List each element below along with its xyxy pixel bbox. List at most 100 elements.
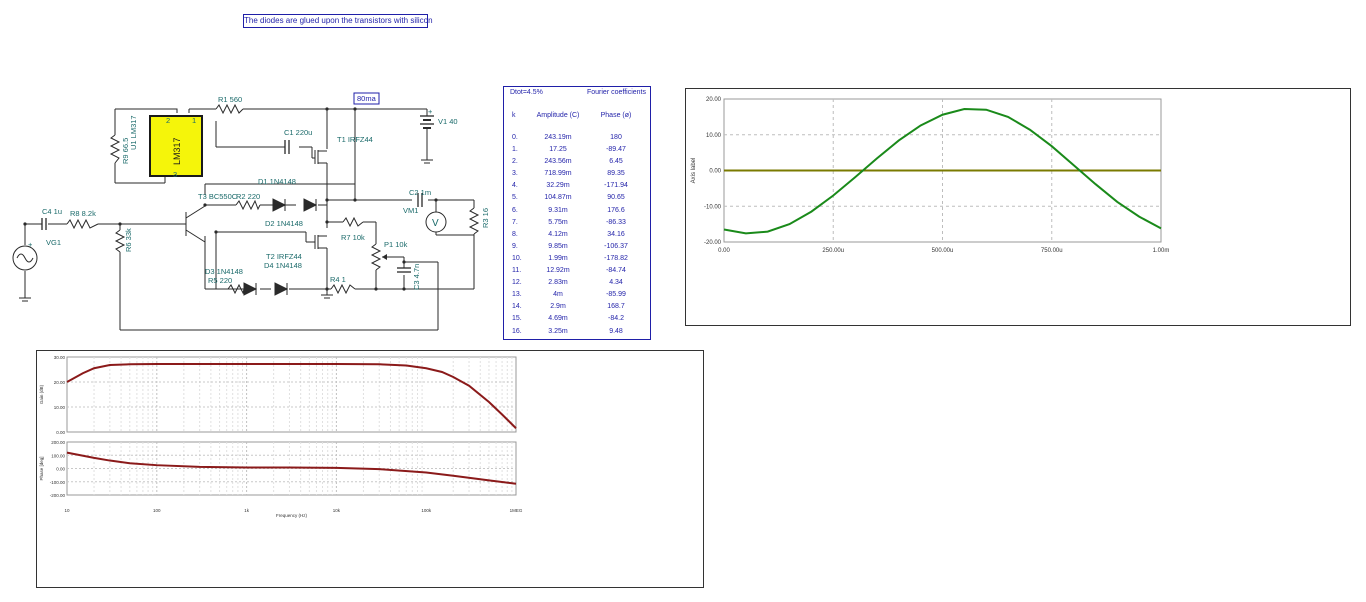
fourier-k: 8.	[512, 230, 518, 238]
label-c3: C3 4.7n	[412, 264, 421, 290]
gain-plot-area	[66, 356, 517, 433]
label-p1: P1 10k	[384, 240, 408, 249]
label-c2: C2 1m	[409, 188, 431, 197]
fourier-row: 8. 4.12m 34.16	[504, 231, 650, 243]
fourier-amplitude: 4m	[553, 291, 563, 299]
fourier-amplitude: 4.12m	[548, 230, 568, 238]
fourier-row: 2. 243.56m 6.45	[504, 158, 650, 170]
fourier-row: 3. 718.99m 89.35	[504, 170, 650, 182]
y-tick-label: -100.00	[50, 480, 66, 485]
fourier-phase: 9.48	[609, 327, 623, 335]
fourier-phase: 6.45	[609, 158, 623, 166]
label-d3: D3 1N4148	[205, 267, 243, 276]
fourier-amplitude: 243.19m	[544, 134, 572, 141]
fourier-phase: 4.34	[609, 279, 623, 287]
y-tick-label: 0.00	[56, 467, 65, 472]
fourier-row: 0. 243.19m 180	[504, 134, 650, 146]
fourier-table: Dtot=4.5% Fourier coefficients k Amplitu…	[503, 86, 651, 340]
bode-chart: 30.00 20.00 10.00 0.00 Gain (dB) 200.00 100.00…	[36, 350, 704, 588]
fourier-rows: 0. 243.19m 180 1. 17.25 -89.47 2. 243.56m 6.45 3.…	[504, 134, 650, 340]
fourier-phase: -89.47	[606, 146, 626, 154]
fourier-phase: -86.33	[606, 218, 626, 226]
voltmeter-symbol: V	[432, 218, 439, 229]
fourier-phase: 176.6	[607, 206, 625, 214]
fourier-amplitude: 2.83m	[548, 279, 568, 287]
fourier-row: 6. 9.31m 176.6	[504, 207, 650, 219]
x-tick-label: 1MEG	[510, 508, 523, 513]
label-t1: T1 IRFZ44	[337, 135, 373, 144]
fourier-k: 1.	[512, 146, 518, 154]
fourier-header-phase: Phase (ø)	[600, 112, 632, 119]
gain-line	[66, 363, 517, 429]
fourier-row: 12. 2.83m 4.34	[504, 279, 650, 291]
fourier-row: 9. 9.85m -106.37	[504, 243, 650, 255]
fourier-k: 3.	[512, 170, 518, 178]
x-tick-label: 1k	[244, 508, 250, 513]
fourier-k: 9.	[512, 242, 518, 250]
fourier-k: 4.	[512, 182, 518, 190]
y-tick-label: 10.00	[54, 405, 66, 410]
y-tick-label: 10.00	[706, 133, 722, 139]
label-r8: R8 8.2k	[70, 209, 96, 218]
label-d2: D2 1N4148	[265, 219, 303, 228]
label-r3: R3 16	[481, 208, 490, 228]
fourier-k: 16.	[512, 327, 522, 335]
time-domain-chart: 0.00 250.00u 500.00u 750.00u 1.00m 20.00 10.00…	[685, 88, 1351, 326]
y-tick-label: 0.00	[56, 430, 65, 435]
label-c1: C1 220u	[284, 128, 312, 137]
fourier-phase: -171.94	[604, 182, 628, 190]
label-r4: R4 1	[330, 275, 346, 284]
label-u1: U1 LM317	[129, 115, 138, 150]
fourier-amplitude: 4.69m	[548, 315, 568, 323]
label-r5: R5 220	[208, 276, 232, 285]
label-pin2: 2	[166, 116, 170, 125]
x-tick-label: 250.00u	[822, 248, 844, 254]
fourier-amplitude: 2.9m	[550, 303, 566, 311]
fourier-phase: 180	[610, 134, 622, 141]
y-tick-label: 30.00	[54, 355, 66, 360]
fourier-row: 7. 5.75m -86.33	[504, 219, 650, 231]
fourier-k: 12.	[512, 279, 522, 287]
fourier-header-amplitude: Amplitude (C)	[536, 112, 580, 119]
label-r6: R6 33k	[124, 228, 133, 252]
x-tick-label: 10	[64, 508, 70, 513]
label-vg-plus: +	[28, 240, 33, 249]
fourier-amplitude: 1.99m	[548, 254, 568, 262]
fourier-k: 13.	[512, 291, 522, 299]
fourier-k: 7.	[512, 218, 518, 226]
fourier-k: 14.	[512, 303, 522, 311]
label-r2: R2 220	[236, 192, 260, 201]
fourier-amplitude: 12.92m	[546, 267, 570, 275]
fourier-row: 10. 1.99m -178.82	[504, 255, 650, 267]
fourier-phase: 168.7	[607, 303, 625, 311]
fourier-row: 1. 17.25 -89.47	[504, 146, 650, 158]
label-r1: R1 560	[218, 95, 242, 104]
y-tick-label: 0.00	[709, 169, 721, 175]
gain-y-axis-label: Gain (dB)	[39, 384, 44, 404]
label-t2: T2 IRFZ44	[266, 252, 302, 261]
fourier-row: 5. 104.87m 90.65	[504, 194, 650, 206]
label-vg1: VG1	[46, 238, 61, 247]
x-tick-label: 0.00	[718, 248, 730, 254]
fourier-phase: 34.16	[607, 230, 625, 238]
fourier-amplitude: 9.85m	[548, 242, 568, 250]
y-tick-label: 200.00	[51, 440, 65, 445]
label-r9: R9 66.5	[121, 138, 130, 164]
label-v1-plus: +	[428, 107, 433, 116]
fourier-row: 4. 32.29m -171.94	[504, 182, 650, 194]
label-d1: D1 1N4148	[258, 177, 296, 186]
time-chart-svg: 0.00 250.00u 500.00u 750.00u 1.00m 20.00 10.00…	[691, 97, 1169, 254]
fourier-amplitude: 3.25m	[548, 327, 568, 335]
fourier-k: 10.	[512, 254, 522, 262]
fourier-phase: -84.2	[608, 315, 624, 323]
fourier-phase: 90.65	[607, 194, 625, 202]
fourier-k: 11.	[512, 267, 522, 275]
fourier-k: 5.	[512, 194, 518, 202]
x-tick-label: 750.00u	[1041, 248, 1063, 254]
x-tick-label: 10k	[333, 508, 341, 513]
y-tick-label: -20.00	[704, 240, 722, 246]
y-axis-label: Axis label	[691, 158, 697, 184]
fourier-title: Fourier coefficients	[586, 89, 646, 96]
label-v1: V1 40	[438, 117, 458, 126]
y-tick-label: 100.00	[51, 453, 65, 458]
